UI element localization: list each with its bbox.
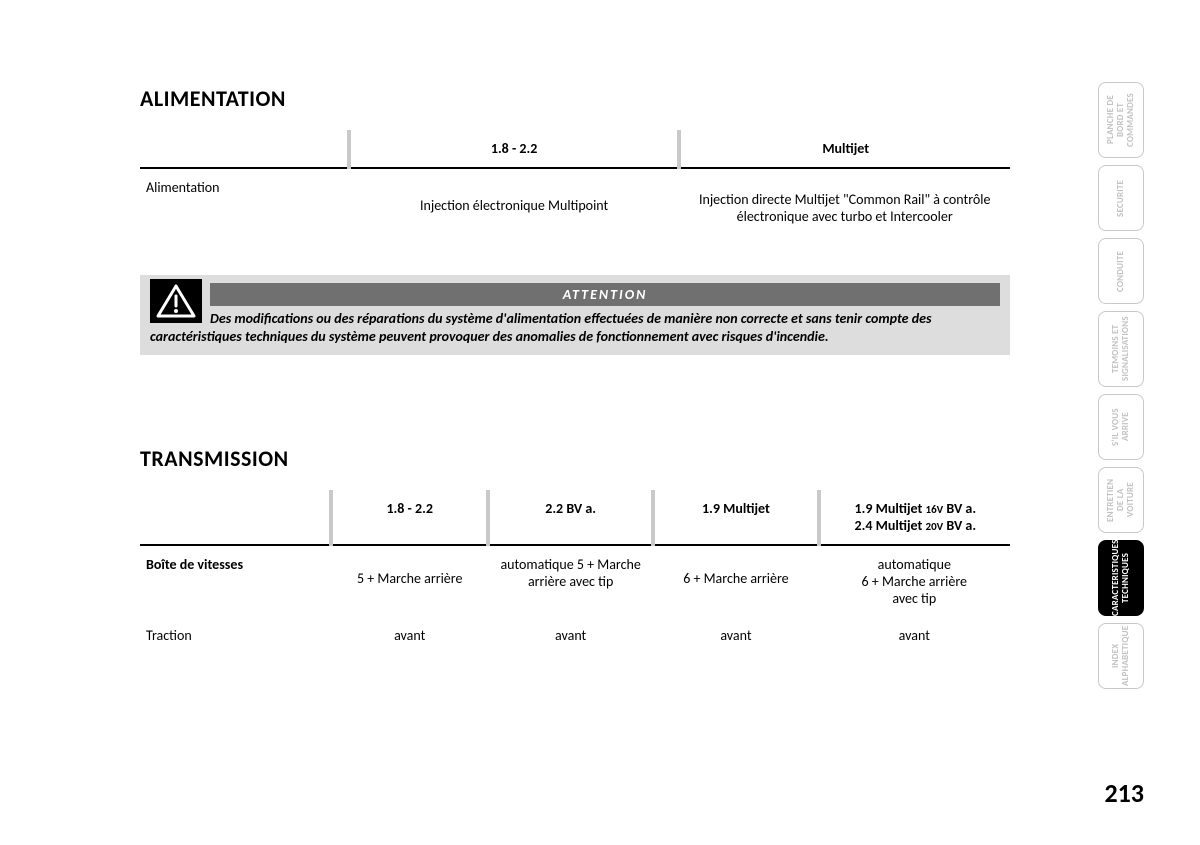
trans-row2-label: Traction bbox=[140, 617, 331, 654]
alim-col1: 1.8 - 2.2 bbox=[349, 130, 680, 168]
trans-row1-v4: automatique6 + Marche arrièreavec tip bbox=[819, 545, 1010, 617]
trans-row2-v4: avant bbox=[819, 617, 1010, 654]
warning-icon bbox=[150, 279, 202, 323]
tab-caracteristiques[interactable]: CARACTERISTIQUES TECHNIQUES bbox=[1098, 540, 1144, 616]
trans-row1-v1: 5 + Marche arrière bbox=[331, 545, 488, 617]
trans-row1-label: Boîte de vitesses bbox=[140, 545, 331, 617]
alim-col2: Multijet bbox=[679, 130, 1010, 168]
page-content: ALIMENTATION 1.8 - 2.2 Multijet Alimenta… bbox=[0, 0, 1050, 654]
tab-entretien[interactable]: ENTRETIEN DE LA VOITURE bbox=[1098, 467, 1144, 533]
transmission-table: 1.8 - 2.2 2.2 BV a. 1.9 Multijet 1.9 Mul… bbox=[140, 490, 1010, 654]
tab-planche[interactable]: PLANCHE DE BORD ET COMMANDES bbox=[1098, 82, 1144, 158]
alimentation-table: 1.8 - 2.2 Multijet Alimentation Injectio… bbox=[140, 130, 1010, 235]
side-tabs: PLANCHE DE BORD ET COMMANDES SECURITE CO… bbox=[1098, 82, 1144, 696]
trans-c4: 1.9 Multijet 16V BV a. 2.4 Multijet 20V … bbox=[819, 490, 1010, 545]
trans-row2-v3: avant bbox=[653, 617, 818, 654]
trans-c3: 1.9 Multijet bbox=[653, 490, 818, 545]
trans-row2-v1: avant bbox=[331, 617, 488, 654]
trans-row1-v3: 6 + Marche arrière bbox=[653, 545, 818, 617]
tab-temoins[interactable]: TEMOINS ET SIGNALISATIONS bbox=[1098, 311, 1144, 387]
tab-sil-vous[interactable]: S'IL VOUS ARRIVE bbox=[1098, 394, 1144, 460]
trans-c1: 1.8 - 2.2 bbox=[331, 490, 488, 545]
alim-rowlabel: Alimentation bbox=[140, 168, 349, 235]
trans-row1-v2: automatique 5 + Marche arrière avec tip bbox=[488, 545, 653, 617]
trans-c2: 2.2 BV a. bbox=[488, 490, 653, 545]
tab-index[interactable]: INDEX ALPHABETIQUE bbox=[1098, 623, 1144, 689]
section2-title: TRANSMISSION bbox=[140, 445, 1010, 472]
page-number: 213 bbox=[1104, 777, 1144, 809]
warning-title: ATTENTION bbox=[210, 283, 1000, 306]
tab-securite[interactable]: SECURITE bbox=[1098, 165, 1144, 231]
warning-text: Des modifications ou des réparations du … bbox=[150, 310, 1000, 345]
section1-title: ALIMENTATION bbox=[140, 85, 1010, 112]
alim-val1: Injection électronique Multipoint bbox=[349, 168, 680, 235]
alim-val2: Injection directe Multijet "Common Rail"… bbox=[679, 168, 1010, 235]
tab-conduite[interactable]: CONDUITE bbox=[1098, 238, 1144, 304]
trans-row2-v2: avant bbox=[488, 617, 653, 654]
warning-box: ATTENTION Des modifications ou des répar… bbox=[140, 275, 1010, 355]
